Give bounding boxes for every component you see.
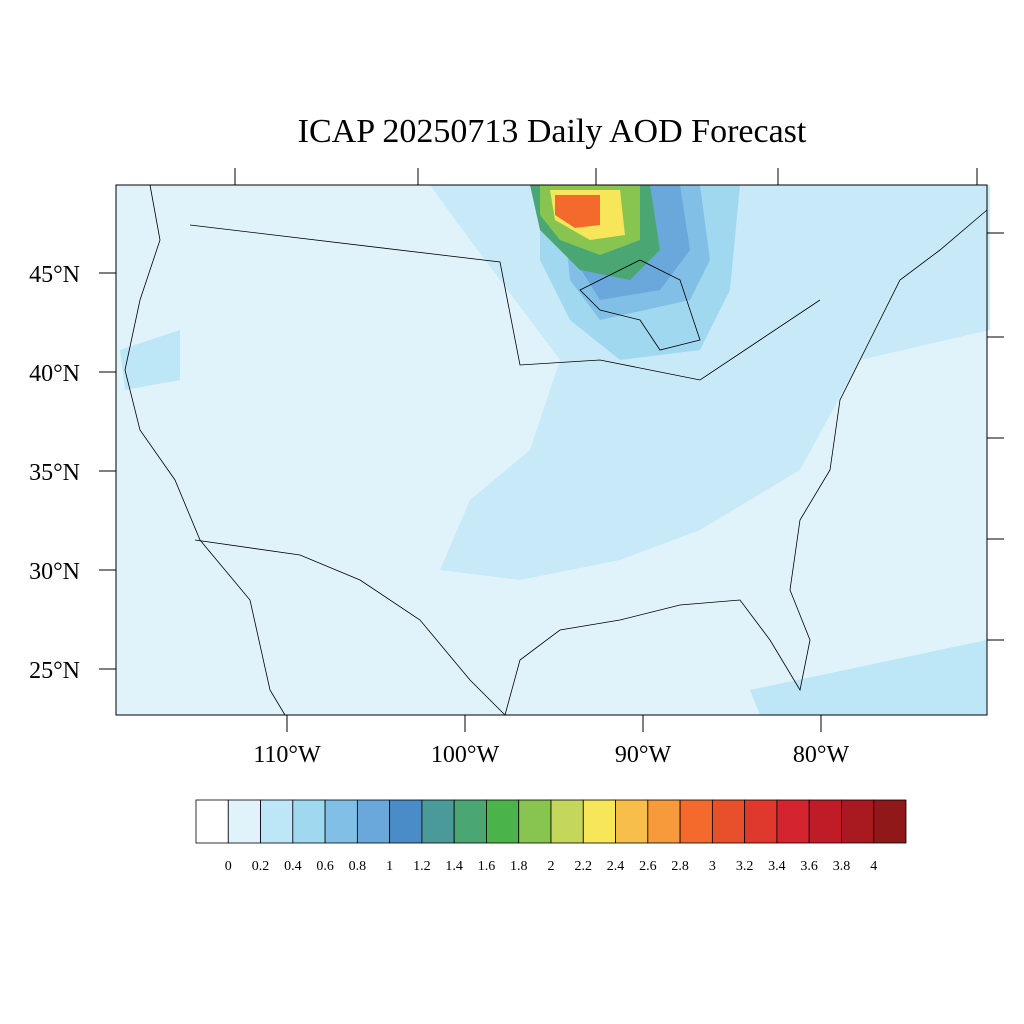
map <box>115 168 1004 716</box>
map-frame <box>115 184 988 716</box>
colorbar-label: 3 <box>709 859 716 874</box>
colorbar-box <box>582 799 616 844</box>
colorbar-label: 2 <box>548 859 555 874</box>
lat-label: 40°N <box>29 361 80 387</box>
lat-label: 25°N <box>29 658 80 684</box>
colorbar-box <box>841 799 875 844</box>
colorbar-box <box>486 799 520 844</box>
lon-label: 90°W <box>615 742 672 768</box>
aod-field <box>120 185 990 715</box>
colorbar-box <box>808 799 842 844</box>
colorbar-label: 3.4 <box>768 859 786 874</box>
colorbar-label: 3.6 <box>800 859 818 874</box>
colorbar-box <box>873 799 907 844</box>
colorbar-box <box>647 799 681 844</box>
lon-label: 80°W <box>793 742 850 768</box>
colorbar-box <box>744 799 778 844</box>
colorbar-box <box>292 799 326 844</box>
colorbar-label: 1.4 <box>445 859 463 874</box>
colorbar-box <box>356 799 391 844</box>
colorbar: 0 0.2 0.4 0.6 0.8 1 1.2 1.4 1.6 1.8 2 2.2 2.4 2.6 2.8 3… <box>195 799 907 874</box>
colorbar-label: 3.8 <box>833 859 851 874</box>
colorbar-label: 3.2 <box>736 859 754 874</box>
lat-label: 45°N <box>29 262 80 288</box>
border-ticks <box>234 168 1004 641</box>
colorbar-label: 1.6 <box>478 859 496 874</box>
lon-label: 110°W <box>253 742 321 768</box>
colorbar-label: 1.8 <box>510 859 528 874</box>
colorbar-label: 0.6 <box>316 859 334 874</box>
colorbar-label: 1.2 <box>413 859 431 874</box>
colorbar-label: 2.4 <box>607 859 625 874</box>
colorbar-box <box>518 799 552 844</box>
colorbar-label: 0.2 <box>252 859 270 874</box>
colorbar-label: 4 <box>870 859 877 874</box>
colorbar-box <box>453 799 487 844</box>
colorbar-label: 0.8 <box>349 859 367 874</box>
colorbar-box <box>324 799 358 844</box>
colorbar-label: 0 <box>225 859 232 874</box>
colorbar-box <box>615 799 649 844</box>
colorbar-label: 2.8 <box>671 859 689 874</box>
lat-label: 30°N <box>29 559 80 585</box>
colorbar-box <box>195 799 229 844</box>
coastlines <box>124 184 988 716</box>
colorbar-box <box>227 799 261 844</box>
lon-label: 100°W <box>431 742 500 768</box>
colorbar-box <box>260 799 294 844</box>
axis-labels: 45°N 40°N 35°N 30°N 25°N 110°W 100°W 90°W 80°W <box>29 262 849 768</box>
colorbar-box <box>711 799 746 844</box>
colorbar-label: 1 <box>386 859 393 874</box>
title: ICAP 20250713 Daily AOD Forecast <box>298 113 807 150</box>
colorbar-box <box>776 799 810 844</box>
colorbar-box <box>550 799 584 844</box>
colorbar-label: 0.4 <box>284 859 302 874</box>
colorbar-label: 2.2 <box>575 859 593 874</box>
colorbar-box <box>679 799 713 844</box>
colorbar-box <box>421 799 455 844</box>
colorbar-label: 2.6 <box>639 859 657 874</box>
colorbar-box <box>389 799 423 844</box>
lat-label: 35°N <box>29 460 80 486</box>
